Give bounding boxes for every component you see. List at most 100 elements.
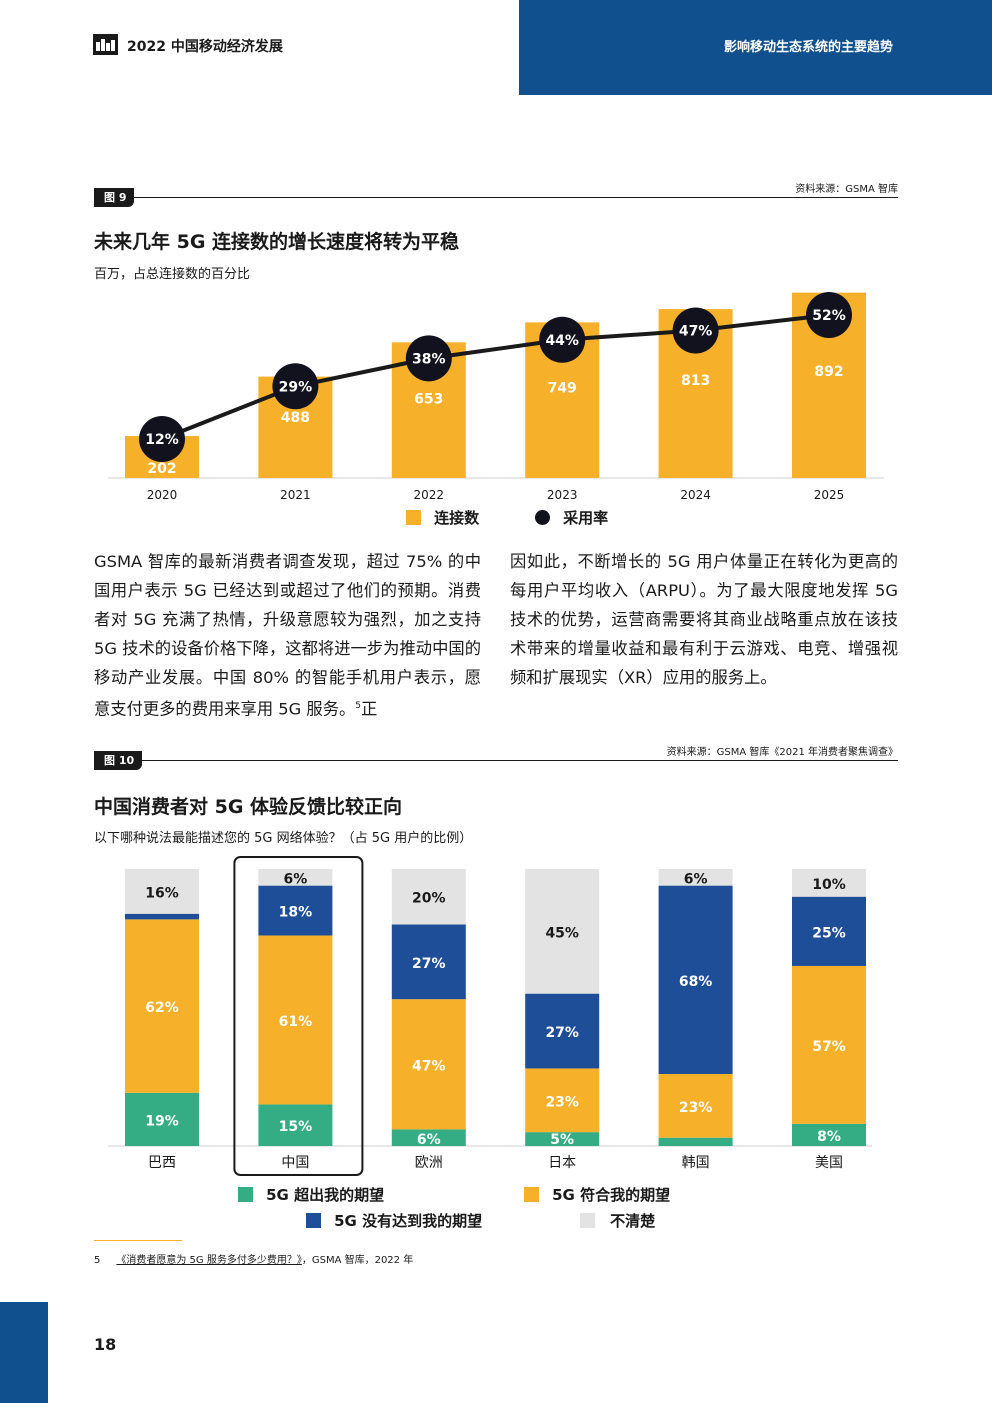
bar-value-label: 892 [814,364,843,380]
document-title: 2022 中国移动经济发展 [127,39,283,55]
segment-欧洲-3 [391,869,466,925]
segment-label: 23% [679,1100,713,1116]
legend-swatch-not-met [306,1213,321,1228]
body-text-left: GSMA 智库的最新消费者调查发现，超过 75% 的中国用户表示 5G 已经达到… [94,552,481,719]
figure10-tag: 图 10 [94,751,143,770]
footnote-number: 5 [94,1255,101,1266]
segment-巴西-1 [125,919,199,1093]
x-tick-label: 日本 [548,1155,576,1171]
segment-label: 6% [684,872,708,888]
x-tick-label: 2024 [680,488,711,502]
segment-美国-0 [792,1123,866,1146]
segment-label: 47% [412,1058,446,1074]
adoption-rate-point [139,416,185,462]
page-band [0,1302,48,1403]
segment-label: 18% [279,905,313,921]
figure10-rule [94,760,898,761]
adoption-rate-point [405,335,452,382]
segment-巴西-2 [125,913,199,920]
figure10-source: 资料来源：GSMA 智库《2021 年消费者聚焦调查》 [666,747,898,758]
segment-中国-2 [258,885,333,936]
segment-美国-1 [792,965,866,1124]
segment-label: 45% [545,925,579,941]
segment-label: 62% [145,1000,179,1016]
header-band [519,0,992,95]
legend-swatch-connections [406,510,421,525]
segment-中国-3 [258,869,333,886]
legend-not-met: 5G 没有达到我的期望 [306,1210,482,1231]
segment-日本-1 [525,1068,600,1133]
x-tick-label: 2021 [280,488,311,502]
adoption-rate-label: 29% [279,379,313,395]
adoption-rate-label: 44% [545,333,579,349]
x-tick-label: 2023 [547,488,578,502]
figure9-title: 未来几年 5G 连接数的增长速度将转为平稳 [94,231,460,253]
x-tick-label: 巴西 [148,1155,176,1171]
legend-met: 5G 符合我的期望 [524,1184,670,1205]
legend-unclear: 不清楚 [580,1210,655,1231]
segment-label: 23% [545,1094,579,1110]
legend-label-adoption: 采用率 [563,509,609,527]
footnote-rest: ，GSMA 智库，2022 年 [301,1255,414,1266]
highlight-box [233,856,364,1176]
figure9-tag: 图 9 [94,188,135,207]
segment-美国-3 [792,869,866,897]
segment-韩国-3 [658,869,733,886]
adoption-rate-point [272,363,319,410]
segment-label: 8% [817,1129,841,1145]
bar-value-label: 749 [548,380,577,396]
body-text-left-tail: 正 [361,699,378,719]
segment-欧洲-1 [391,999,466,1130]
segment-label: 16% [145,885,179,901]
bar-value-label: 653 [414,391,443,407]
segment-韩国-0 [658,1137,733,1146]
segment-日本-3 [525,869,600,994]
x-tick-label: 2022 [414,488,445,502]
legend-label-not-met: 5G 没有达到我的期望 [334,1212,483,1230]
adoption-rate-label: 47% [679,324,713,340]
adoption-rate-point [539,316,586,363]
legend-exceeded: 5G 超出我的期望 [238,1184,384,1205]
figure9-chart: 202 2020 488 2021 653 2022 749 2023 813 2024 892 20… [108,292,884,502]
segment-label: 68% [679,974,713,990]
legend-swatch-adoption [535,510,550,525]
adoption-rate-point [806,292,852,338]
segment-label: 19% [145,1113,179,1129]
segment-label: 5% [550,1132,574,1148]
segment-美国-2 [792,896,866,966]
segment-label: 25% [812,925,846,941]
adoption-rate-label: 12% [145,432,179,448]
figure10-chart: 19%62%2%16%巴西15%61%18%6%中国6%47%27%20%欧洲5… [108,856,872,1176]
segment-label: 27% [545,1025,579,1041]
body-paragraph-right: 因如此，不断增长的 5G 用户体量正在转化为更高的每用户平均收入（ARPU）。为… [510,552,898,687]
figure9-legend-rate: 采用率 [535,507,608,528]
figure10-subtitle: 以下哪种说法最能描述您的 5G 网络体验？（占 5G 用户的比例） [94,831,473,846]
segment-label: 6% [284,872,308,888]
body-paragraph-left: GSMA 智库的最新消费者调查发现，超过 75% 的中国用户表示 5G 已经达到… [94,547,481,723]
legend-label-met: 5G 符合我的期望 [552,1186,671,1204]
x-tick-label: 2020 [147,488,178,502]
segment-欧洲-2 [391,924,466,1000]
x-tick-label: 美国 [815,1155,843,1171]
legend-swatch-unclear [580,1213,595,1228]
figure9-source: 资料来源：GSMA 智库 [795,184,898,195]
segment-label: 27% [412,956,446,972]
segment-欧洲-0 [391,1129,466,1146]
figure9-legend: 连接数 [406,507,479,528]
section-title: 影响移动生态系统的主要趋势 [724,40,894,55]
bar-value-label: 488 [281,410,310,426]
adoption-rate-label: 38% [412,351,446,367]
segment-label: 20% [412,891,446,907]
segment-韩国-2 [658,885,733,1074]
legend-swatch-exceeded [238,1187,253,1202]
footnote-link[interactable]: 《消费者愿意为 5G 服务多付多少费用？》 [116,1255,302,1266]
building-logo-icon [93,34,118,55]
segment-韩国-1 [658,1073,733,1138]
figure9-subtitle: 百万，占总连接数的百分比 [94,267,251,282]
x-tick-label: 韩国 [682,1155,710,1171]
adoption-rate-point [672,307,719,354]
x-tick-label: 欧洲 [415,1155,443,1171]
segment-巴西-0 [125,1092,199,1146]
segment-中国-0 [258,1104,333,1146]
segment-label: 57% [812,1039,846,1055]
